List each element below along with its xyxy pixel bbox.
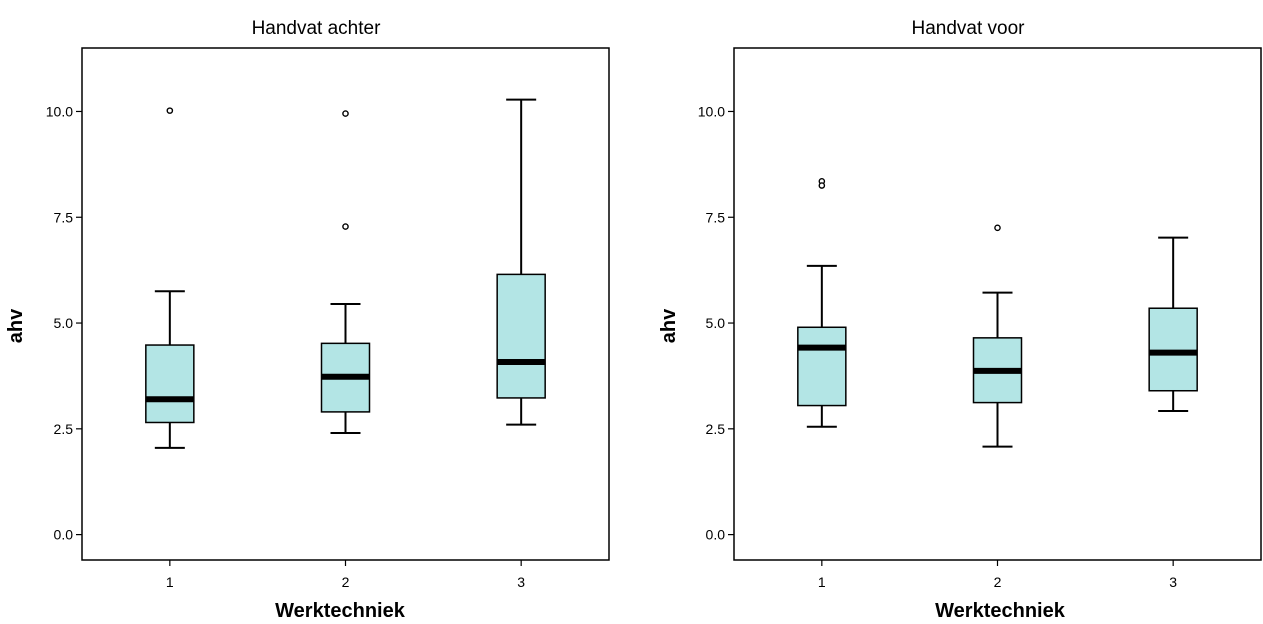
- chart-title: Handvat voor: [911, 18, 1025, 39]
- box-category-3: [497, 100, 545, 425]
- y-tick-label: 0.0: [54, 527, 74, 543]
- x-tick-label: 3: [517, 574, 525, 590]
- outlier-point: [995, 225, 1000, 230]
- iqr-box: [497, 274, 545, 398]
- outlier-point: [167, 108, 172, 113]
- x-tick-label: 2: [342, 574, 350, 590]
- x-tick-label: 2: [994, 574, 1002, 590]
- outlier-point: [343, 224, 348, 229]
- box-category-3: [1149, 238, 1197, 411]
- y-tick-label: 7.5: [54, 209, 74, 225]
- y-tick-label: 5.0: [706, 315, 726, 331]
- outlier-point: [819, 183, 824, 188]
- x-axis-label: Werktechniek: [935, 600, 1066, 622]
- box-category-1: [146, 108, 194, 448]
- x-axis-label: Werktechniek: [275, 600, 406, 622]
- x-tick-label: 1: [818, 574, 826, 590]
- iqr-box: [798, 327, 846, 405]
- y-tick-label: 10.0: [46, 103, 73, 119]
- box-category-1: [798, 179, 846, 427]
- y-axis-label: ahv: [658, 308, 680, 343]
- chart-panel-handvat-voor: Handvat voor ahv Werktechniek 0.0 2.5 5.0 7…: [658, 18, 1261, 622]
- box-category-2: [322, 111, 370, 433]
- y-tick-label: 0.0: [706, 527, 726, 543]
- y-tick-label: 5.0: [54, 315, 74, 331]
- y-axis-label: ahv: [5, 308, 27, 343]
- y-tick-label: 2.5: [706, 421, 726, 437]
- y-tick-label: 2.5: [54, 421, 74, 437]
- y-tick-label: 7.5: [706, 209, 726, 225]
- chart-panel-handvat-achter: Handvat achter ahv Werktechniek 0.0 2.5 5.…: [5, 18, 609, 622]
- y-tick-label: 10.0: [698, 103, 725, 119]
- iqr-box: [1149, 308, 1197, 391]
- chart-title: Handvat achter: [252, 18, 382, 39]
- iqr-box: [146, 345, 194, 422]
- outlier-point: [343, 111, 348, 116]
- x-tick-label: 1: [166, 574, 174, 590]
- box-category-2: [974, 225, 1022, 446]
- x-tick-label: 3: [1169, 574, 1177, 590]
